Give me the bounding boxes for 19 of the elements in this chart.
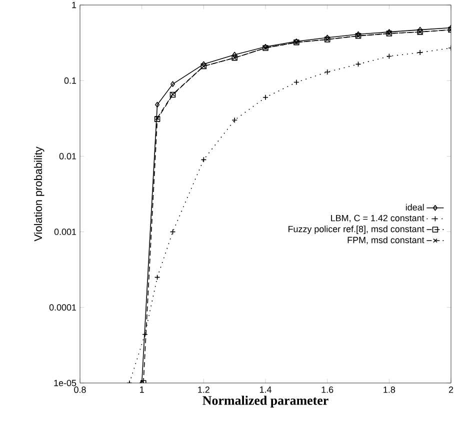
x-axis-title: Normalized parameter xyxy=(202,396,328,408)
y-tick-label: 0.001 xyxy=(54,228,76,235)
x-tick-label: 0.8 xyxy=(74,386,86,393)
y-tick-label: 0.1 xyxy=(64,77,76,84)
y-tick-label: 1e-05 xyxy=(54,380,76,386)
y-tick-label: 1 xyxy=(72,2,76,8)
legend-label: ideal xyxy=(406,204,424,210)
x-tick-label: 1.4 xyxy=(260,386,272,393)
x-tick-label: 1.8 xyxy=(384,386,396,393)
legend-label: LBM, C = 1.42 constant xyxy=(331,214,424,222)
legend-label: Fuzzy policer ref.[8], msd constant xyxy=(288,226,424,234)
y-axis-title: Violation probability xyxy=(34,146,44,242)
x-tick-label: 1.2 xyxy=(198,386,210,393)
y-tick-label: 0.01 xyxy=(59,153,76,160)
x-tick-label: 1.6 xyxy=(322,386,334,393)
legend-label: FPM, msd constant xyxy=(348,236,424,244)
y-tick-label: 0.0001 xyxy=(49,304,76,311)
x-tick-label: 1 xyxy=(140,386,144,393)
x-tick-label: 2 xyxy=(448,386,454,393)
